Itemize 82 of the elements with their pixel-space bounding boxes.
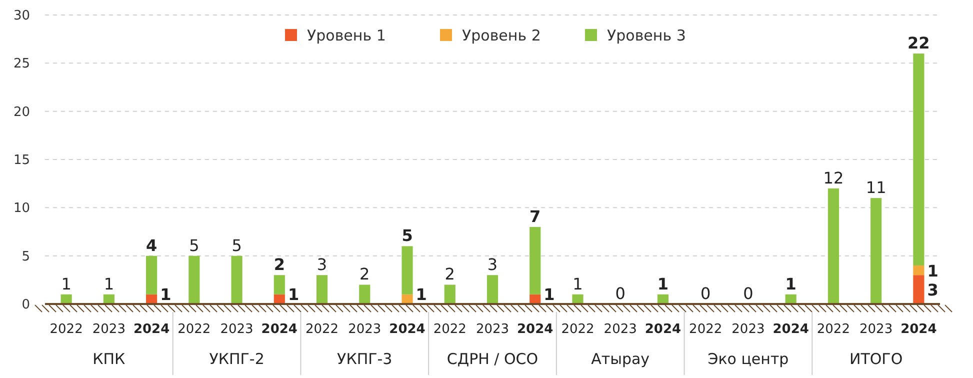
legend-label: Уровень 3 [607, 26, 686, 45]
x-tick-label: 2022 [689, 322, 722, 337]
x-tick-label: 2022 [561, 322, 594, 337]
data-label: 0 [615, 284, 626, 303]
data-label: 3 [316, 255, 328, 274]
data-label: 1 [927, 261, 938, 280]
text: УКПГ-3 [337, 350, 392, 368]
bar [486, 275, 498, 304]
bar [870, 198, 882, 304]
y-tick-label: 30 [13, 8, 30, 24]
y-tick-label: 5 [22, 249, 30, 264]
x-tick-label: 2023 [92, 322, 126, 337]
x-tick-label: 2024 [900, 322, 937, 337]
text: Эко центр [708, 350, 789, 368]
data-label: 3 [487, 255, 498, 274]
data-label: 1 [160, 285, 172, 304]
data-label: 4 [146, 236, 158, 255]
data-label: 1 [785, 274, 796, 294]
y-tick-label: 20 [13, 104, 30, 120]
data-label: 1 [61, 274, 72, 294]
x-tick-label: 2022 [433, 322, 466, 337]
data-label: 1 [288, 285, 300, 304]
x-tick-label: 2023 [220, 322, 254, 337]
x-tick-label: 2024 [389, 322, 426, 337]
bar [316, 275, 328, 304]
x-tick-label: 2024 [517, 322, 554, 337]
bar [274, 275, 285, 294]
legend-label: Уровень 1 [307, 26, 386, 45]
legend-label: Уровень 2 [462, 26, 541, 45]
x-tick-label: 2024 [261, 322, 298, 337]
x-tick-label: 2022 [50, 322, 83, 337]
x-tick-label: 2022 [178, 322, 211, 337]
bar [572, 294, 584, 304]
x-tick-label: 2023 [732, 322, 765, 337]
data-label: 1 [104, 274, 114, 294]
bar [402, 294, 413, 304]
y-tick-label: 10 [13, 201, 30, 216]
bar [444, 284, 456, 304]
data-label: 1 [416, 285, 427, 304]
x-tick-label: 2023 [860, 322, 893, 337]
data-label: 0 [743, 284, 754, 303]
data-label: 3 [927, 280, 938, 300]
bar [359, 284, 370, 304]
x-tick-label: 2023 [348, 322, 382, 337]
text: КПК [92, 350, 126, 368]
data-label: 1 [544, 285, 555, 304]
y-tick-label: 15 [13, 153, 30, 168]
x-tick-label: 2023 [604, 322, 637, 337]
text: ИТОГО [849, 350, 903, 368]
data-label: 12 [823, 168, 844, 188]
bar [188, 256, 200, 304]
bar [402, 246, 413, 294]
bar [231, 256, 242, 304]
bar [913, 275, 924, 304]
bar [146, 256, 158, 294]
x-tick-label: 2022 [305, 322, 339, 337]
data-label: 5 [232, 236, 242, 255]
bar [913, 265, 924, 276]
text: СДРН / ОСО [446, 350, 538, 368]
y-tick-label: 25 [13, 56, 30, 72]
data-label: 1 [572, 274, 583, 294]
data-label: 5 [189, 236, 200, 255]
text: Атырау [591, 350, 650, 368]
x-tick-label: 2024 [644, 322, 682, 337]
x-tick-label: 2024 [133, 322, 170, 337]
data-label: 11 [866, 178, 886, 198]
x-tick-label: 2022 [816, 322, 850, 337]
data-label: 22 [908, 34, 930, 53]
bar [530, 226, 541, 294]
data-label: 0 [700, 284, 711, 303]
x-tick-label: 2023 [476, 322, 510, 337]
data-label: 2 [444, 264, 455, 284]
data-label: 1 [657, 274, 669, 294]
data-label: 2 [274, 255, 285, 274]
data-label: 2 [360, 264, 370, 284]
data-label: 7 [530, 206, 541, 226]
x-tick-label: 2024 [772, 322, 809, 337]
bar [828, 188, 839, 304]
bar [913, 54, 924, 266]
data-label: 5 [402, 226, 413, 246]
y-tick-label: 0 [22, 298, 30, 313]
text: УКПГ-2 [209, 350, 264, 368]
